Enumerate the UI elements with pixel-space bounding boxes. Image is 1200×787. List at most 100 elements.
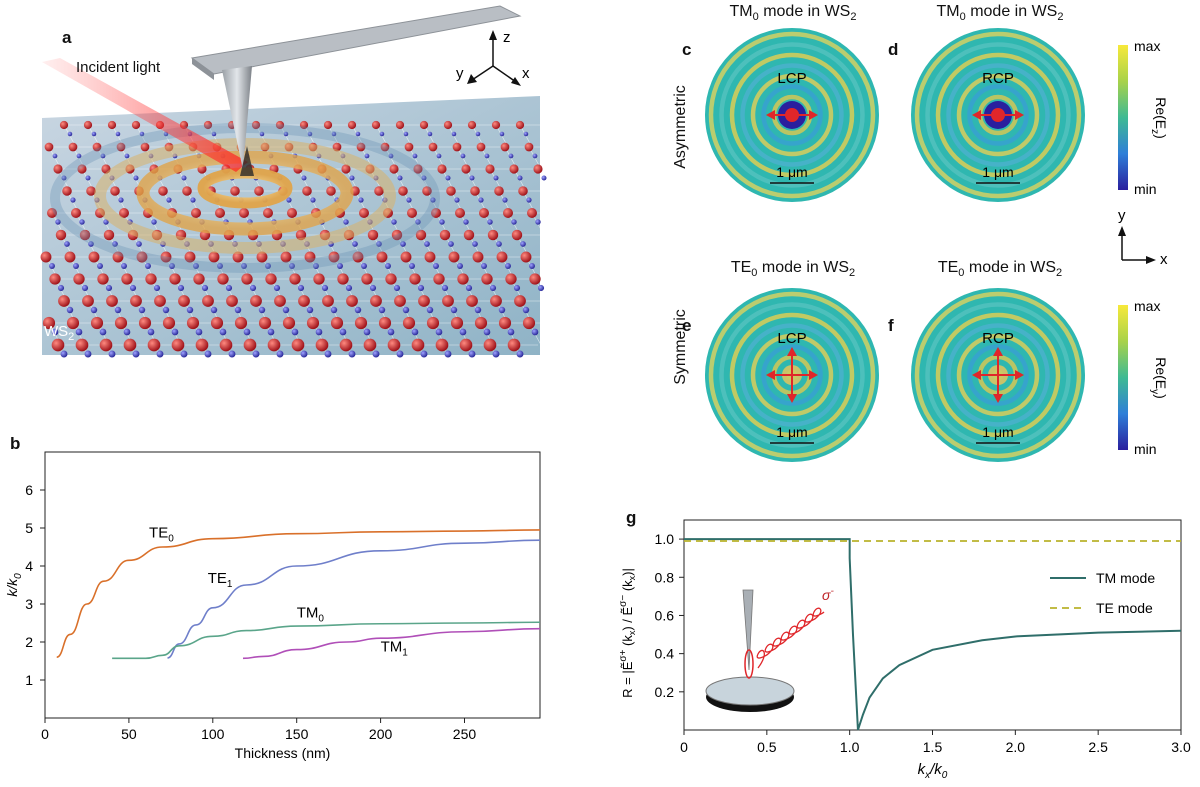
axis-y-arrowhead bbox=[1118, 226, 1126, 236]
ratio-chart: 0 0.5 1.0 1.5 2.0 2.5 3.0 0.2 0.4 0.6 0.8 1.0 kx/k0 R… bbox=[618, 519, 1191, 781]
arrow-head bbox=[787, 347, 797, 356]
arrow-head bbox=[972, 370, 981, 380]
field-ring bbox=[935, 52, 1061, 178]
x-tick-label: 2.0 bbox=[1006, 739, 1026, 755]
panel-f-title: TE0 mode in WS2 bbox=[937, 259, 1063, 280]
field-ring bbox=[956, 73, 1040, 157]
y-tick-label: 1 bbox=[25, 672, 33, 688]
y-tick-label: 1.0 bbox=[655, 531, 675, 547]
x-tick-label: 0.5 bbox=[757, 739, 777, 755]
xyz-axes bbox=[467, 30, 521, 86]
x-tick-label: 1.5 bbox=[923, 739, 943, 755]
field-ring bbox=[967, 344, 1029, 406]
field-map-e: LCP 1 μm bbox=[705, 288, 879, 462]
panel-b-label: b bbox=[10, 434, 21, 453]
x-tick-label: 0 bbox=[41, 726, 49, 742]
axis-x-label: x bbox=[522, 65, 530, 82]
legend-label-te: TE mode bbox=[1096, 600, 1153, 616]
arrow-head bbox=[993, 394, 1003, 403]
arrow-head bbox=[972, 110, 981, 120]
colorbar-2 bbox=[1118, 305, 1128, 450]
y-tick-label: 5 bbox=[25, 520, 33, 536]
y-tick-label: 2 bbox=[25, 634, 33, 650]
afm-tip bbox=[222, 66, 252, 170]
arrow-head bbox=[993, 347, 1003, 356]
scale-bar-label: 1 μm bbox=[982, 424, 1013, 440]
field-ring bbox=[708, 31, 876, 199]
row-label-symmetric: Symmetric bbox=[672, 309, 689, 385]
x-tick-label: 150 bbox=[285, 726, 309, 742]
x-tick-label: 100 bbox=[201, 726, 225, 742]
y-tick-label: 6 bbox=[25, 482, 33, 498]
field-map-f: RCP 1 μm bbox=[911, 288, 1085, 462]
y-axis-label: k/k0 bbox=[4, 573, 24, 597]
field-maps: LCP 1 μm RCP 1 μm LCP 1 μm RCP 1 μm max min Re(Ez)… bbox=[705, 28, 1169, 462]
axis-x-label: x bbox=[1160, 251, 1168, 268]
series-line-tm1 bbox=[242, 627, 541, 660]
field-ring bbox=[925, 302, 1071, 448]
curve-label: TM0 bbox=[297, 604, 325, 624]
x-tick-label: 3.0 bbox=[1171, 739, 1191, 755]
colorbar-max-label: max bbox=[1134, 38, 1160, 54]
inset-disk bbox=[705, 676, 795, 706]
x-tick-label: 50 bbox=[121, 726, 137, 742]
field-ring bbox=[729, 52, 855, 178]
cantilever bbox=[190, 5, 522, 75]
x-tick-label: 0 bbox=[680, 739, 688, 755]
inset-sigma-label: σ- bbox=[822, 586, 834, 603]
incident-light-beam bbox=[42, 58, 248, 172]
incident-light-label: Incident light bbox=[76, 59, 161, 76]
field-ring bbox=[925, 42, 1071, 188]
ws2-label: WS2 bbox=[44, 323, 74, 343]
scale-bar-label: 1 μm bbox=[982, 164, 1013, 180]
axis-y-label: y bbox=[456, 65, 464, 82]
colorbar-min-label: min bbox=[1134, 181, 1157, 197]
polarization-label: LCP bbox=[777, 70, 806, 87]
series-line-tm0 bbox=[112, 621, 541, 660]
polarization-label: LCP bbox=[777, 330, 806, 347]
field-ring bbox=[729, 312, 855, 438]
x-tick-label: 200 bbox=[369, 726, 393, 742]
series-line-te1 bbox=[167, 539, 541, 659]
panel-e-label: e bbox=[682, 316, 692, 335]
panel-d-title: TM0 mode in WS2 bbox=[936, 3, 1064, 24]
arrow-head bbox=[766, 370, 775, 380]
series-line-te0 bbox=[56, 529, 541, 658]
field-ring bbox=[935, 312, 1061, 438]
curve-label: TE1 bbox=[208, 570, 233, 590]
field-ring bbox=[914, 31, 1082, 199]
dispersion-chart: 0 50 100 150 200 250 1 2 3 4 5 6 Thickness (nm) k/k0 T… bbox=[4, 451, 541, 761]
field-ring bbox=[761, 344, 823, 406]
panel-a-illustration: Incident light WS2 z x y bbox=[40, 5, 560, 368]
arrow-head bbox=[809, 370, 818, 380]
x-tick-label: 250 bbox=[453, 726, 477, 742]
tip-apex-field bbox=[240, 146, 254, 176]
field-ring bbox=[740, 63, 844, 167]
inset-helix bbox=[756, 607, 825, 669]
axis-z-label: z bbox=[503, 29, 511, 46]
cantilever-side bbox=[192, 58, 214, 80]
arrow-head bbox=[766, 110, 775, 120]
field-ring bbox=[761, 84, 823, 146]
x-axis-label: kx/k0 bbox=[918, 761, 948, 781]
arrow-head bbox=[787, 394, 797, 403]
colorbar-title: Re(Ey) bbox=[1149, 357, 1169, 399]
y-tick-label: 0.2 bbox=[655, 684, 675, 700]
y-tick-label: 0.8 bbox=[655, 569, 675, 585]
panel-c-title: TM0 mode in WS2 bbox=[729, 3, 857, 24]
panel-g-label: g bbox=[626, 508, 637, 527]
panel-c-label: c bbox=[682, 40, 692, 59]
field-ring bbox=[708, 291, 876, 459]
y-tick-label: 0.4 bbox=[655, 646, 675, 662]
field-map-d: RCP 1 μm bbox=[911, 28, 1085, 202]
field-ring bbox=[750, 73, 834, 157]
field-ring bbox=[967, 84, 1029, 146]
y-tick-label: 3 bbox=[25, 596, 33, 612]
field-ring bbox=[946, 323, 1050, 427]
field-ring bbox=[719, 42, 865, 188]
colorbar-max-label: max bbox=[1134, 298, 1160, 314]
axis-y-label: y bbox=[1118, 207, 1126, 224]
arrow-head bbox=[809, 110, 818, 120]
curve-label: TE0 bbox=[149, 525, 174, 545]
panel-d-label: d bbox=[888, 40, 899, 59]
